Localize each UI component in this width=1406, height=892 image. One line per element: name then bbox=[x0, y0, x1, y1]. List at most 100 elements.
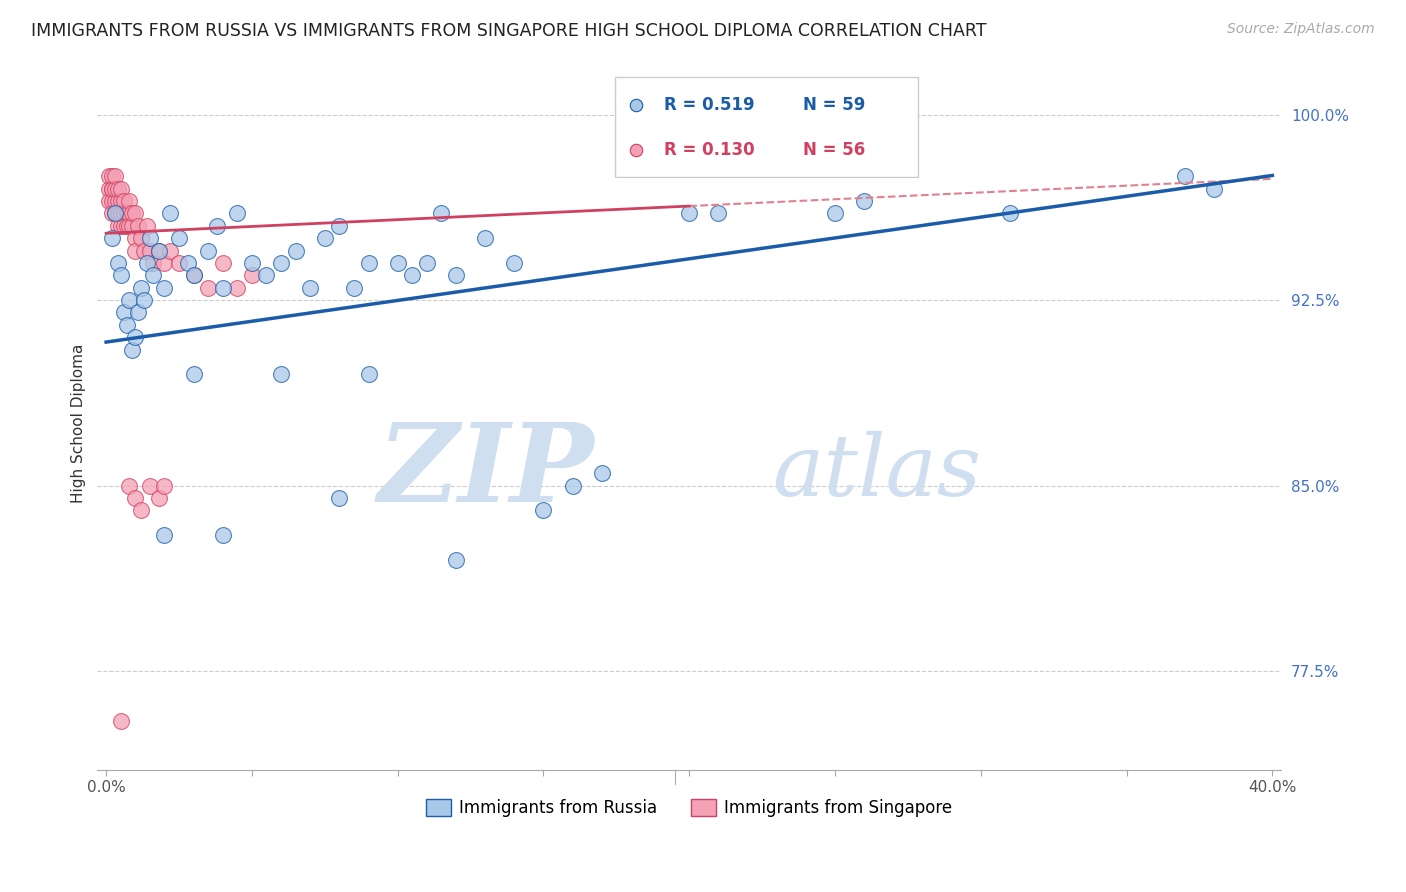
Point bbox=[107, 206, 129, 220]
Point bbox=[104, 182, 127, 196]
Point bbox=[226, 281, 249, 295]
Point bbox=[115, 318, 138, 332]
Point bbox=[1202, 182, 1225, 196]
Point bbox=[314, 231, 336, 245]
Point bbox=[183, 268, 205, 283]
Point bbox=[240, 256, 263, 270]
Point bbox=[124, 330, 146, 344]
Point bbox=[707, 206, 730, 220]
Point bbox=[121, 219, 143, 233]
Point bbox=[101, 182, 124, 196]
Point bbox=[101, 169, 124, 184]
Point bbox=[328, 491, 350, 505]
Point bbox=[124, 231, 146, 245]
Point bbox=[142, 268, 165, 283]
FancyBboxPatch shape bbox=[614, 77, 918, 178]
Point bbox=[256, 268, 278, 283]
Point bbox=[107, 182, 129, 196]
Point bbox=[561, 478, 583, 492]
Point bbox=[357, 256, 380, 270]
Point bbox=[115, 206, 138, 220]
Point bbox=[148, 491, 170, 505]
Point bbox=[107, 194, 129, 208]
Point bbox=[139, 478, 162, 492]
Text: R = 0.519: R = 0.519 bbox=[664, 95, 755, 113]
Point bbox=[132, 244, 155, 258]
Point bbox=[124, 491, 146, 505]
Point bbox=[343, 281, 366, 295]
Point bbox=[148, 244, 170, 258]
Point bbox=[503, 256, 526, 270]
Point bbox=[139, 231, 162, 245]
Text: IMMIGRANTS FROM RUSSIA VS IMMIGRANTS FROM SINGAPORE HIGH SCHOOL DIPLOMA CORRELAT: IMMIGRANTS FROM RUSSIA VS IMMIGRANTS FRO… bbox=[31, 22, 987, 40]
Point bbox=[211, 256, 233, 270]
Legend: Immigrants from Russia, Immigrants from Singapore: Immigrants from Russia, Immigrants from … bbox=[419, 792, 959, 824]
Point bbox=[118, 219, 141, 233]
Point bbox=[107, 219, 129, 233]
Point bbox=[118, 293, 141, 307]
Point bbox=[299, 281, 322, 295]
Point bbox=[101, 194, 124, 208]
Point bbox=[159, 244, 181, 258]
Point bbox=[284, 244, 307, 258]
Point bbox=[270, 256, 292, 270]
Point bbox=[205, 219, 228, 233]
Point bbox=[998, 206, 1021, 220]
Point bbox=[533, 503, 555, 517]
Point bbox=[98, 169, 121, 184]
Point bbox=[101, 206, 124, 220]
Point bbox=[240, 268, 263, 283]
Point bbox=[357, 368, 380, 382]
Point bbox=[121, 343, 143, 357]
Point bbox=[328, 219, 350, 233]
Point bbox=[127, 305, 149, 319]
Point bbox=[127, 219, 149, 233]
Point bbox=[98, 182, 121, 196]
Point bbox=[142, 256, 165, 270]
Text: N = 59: N = 59 bbox=[803, 95, 866, 113]
Point bbox=[853, 194, 876, 208]
Point bbox=[387, 256, 409, 270]
Point bbox=[153, 281, 176, 295]
Point bbox=[177, 256, 200, 270]
Point bbox=[104, 206, 127, 220]
Point bbox=[444, 268, 467, 283]
Point bbox=[183, 368, 205, 382]
Point bbox=[153, 256, 176, 270]
Point bbox=[104, 206, 127, 220]
Point bbox=[112, 305, 135, 319]
Point bbox=[211, 281, 233, 295]
Point bbox=[110, 219, 132, 233]
Point bbox=[112, 219, 135, 233]
Point bbox=[118, 206, 141, 220]
Point bbox=[148, 244, 170, 258]
Point bbox=[101, 231, 124, 245]
Point bbox=[135, 256, 157, 270]
Text: R = 0.130: R = 0.130 bbox=[664, 141, 755, 159]
Point bbox=[118, 194, 141, 208]
Point bbox=[98, 194, 121, 208]
Text: atlas: atlas bbox=[772, 431, 981, 514]
Point bbox=[167, 256, 190, 270]
Point bbox=[270, 368, 292, 382]
Point bbox=[401, 268, 423, 283]
Point bbox=[626, 97, 648, 112]
Point bbox=[211, 528, 233, 542]
Point bbox=[226, 206, 249, 220]
Point bbox=[183, 268, 205, 283]
Point bbox=[132, 293, 155, 307]
Text: ZIP: ZIP bbox=[378, 418, 595, 526]
Point bbox=[115, 219, 138, 233]
Point bbox=[591, 466, 613, 480]
Point bbox=[129, 231, 152, 245]
Point bbox=[129, 503, 152, 517]
Point bbox=[118, 478, 141, 492]
Point bbox=[474, 231, 496, 245]
Point bbox=[104, 169, 127, 184]
Point bbox=[167, 231, 190, 245]
Point bbox=[197, 244, 219, 258]
Point bbox=[159, 206, 181, 220]
Point bbox=[110, 268, 132, 283]
Point bbox=[121, 206, 143, 220]
Point bbox=[101, 182, 124, 196]
